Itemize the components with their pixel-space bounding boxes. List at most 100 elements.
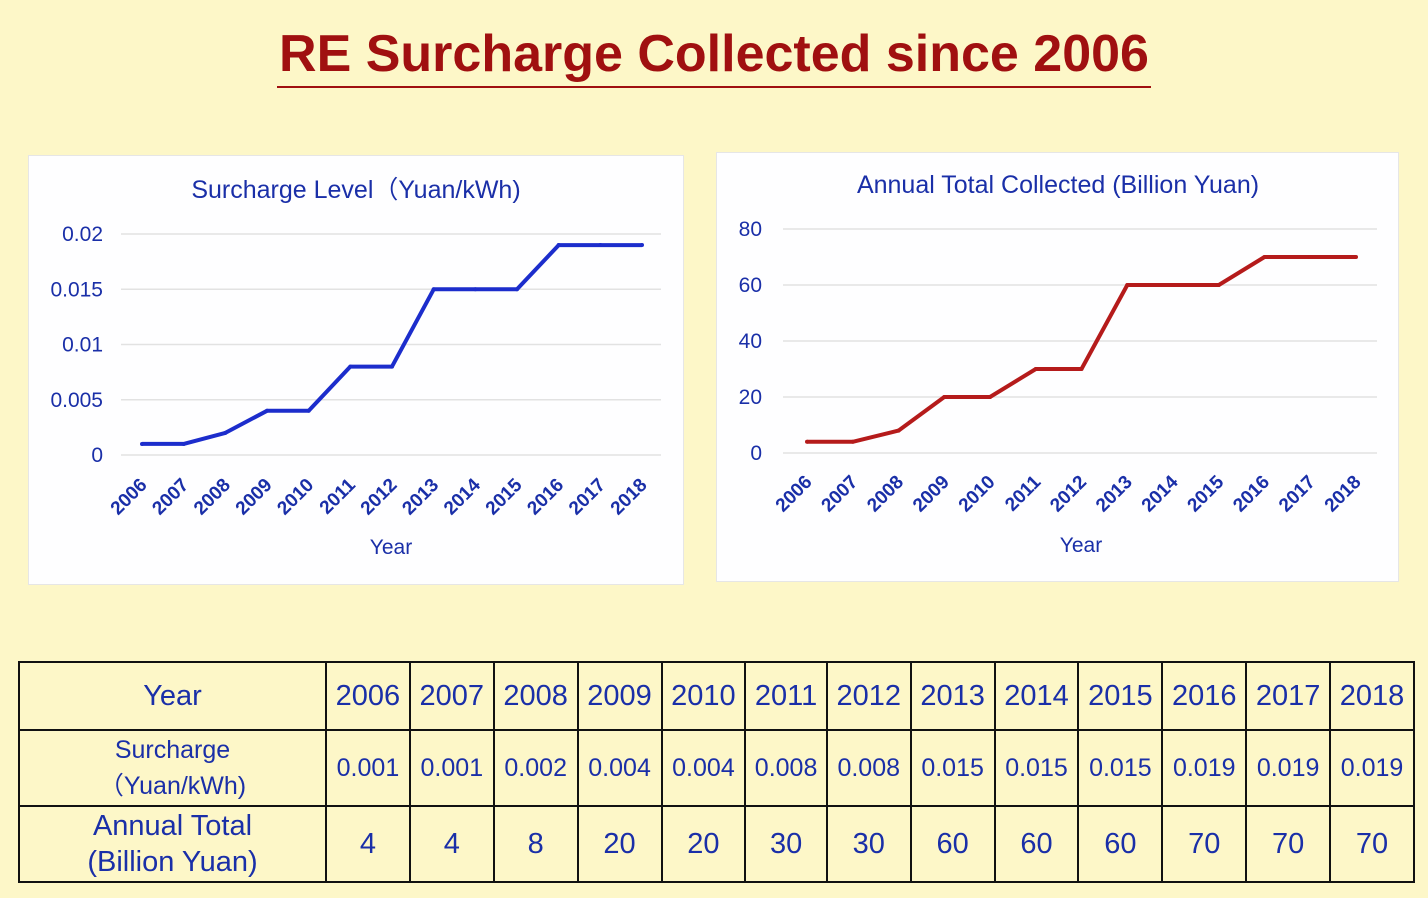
data-point — [348, 364, 353, 369]
data-point — [306, 408, 311, 413]
surcharge-cell: 0.015 — [1077, 729, 1164, 807]
data-point — [140, 441, 144, 446]
data-point — [942, 395, 947, 399]
x-tick-label: 2018 — [607, 475, 652, 520]
total-cell: 30 — [744, 805, 828, 883]
year-cell: 2009 — [576, 661, 663, 731]
x-tick-label: 2018 — [1321, 472, 1366, 517]
surcharge-level-svg: Surcharge Level（Yuan/kWh) 0 0.005 0.01 0.015… — [50, 176, 661, 559]
annual-total-svg: Annual Total Collected (Billion Yuan) 0 20… — [739, 171, 1377, 557]
surcharge-cell: 0.019 — [1329, 729, 1415, 807]
row-header-surcharge-line1: Surcharge — [114, 736, 231, 764]
data-point — [1354, 255, 1358, 259]
row-header-total-line1: Annual Total — [92, 810, 253, 842]
y-tick-label: 0.015 — [50, 278, 103, 301]
table-row-year: Year 2006 2007 2008 2009 2010 2011 2012 2013 201… — [18, 661, 1415, 731]
x-tick-label: 2008 — [863, 472, 908, 517]
x-tick-label: 2007 — [818, 472, 863, 517]
data-point — [181, 441, 186, 446]
data-point — [896, 428, 901, 433]
year-cell: 2014 — [993, 661, 1080, 731]
x-tick-label: 2009 — [909, 472, 954, 517]
y-tick-label: 0.01 — [62, 334, 103, 357]
chart-title: Surcharge Level（Yuan/kWh) — [191, 176, 520, 204]
total-cell: 60 — [909, 805, 996, 883]
x-axis-label: Year — [370, 536, 412, 559]
data-point — [850, 439, 855, 444]
year-cell: 2010 — [660, 661, 747, 731]
data-point — [1216, 283, 1221, 287]
row-header-total: Annual Total (Billion Yuan) — [18, 805, 327, 883]
x-tick-label: 2010 — [955, 472, 1000, 517]
surcharge-cell: 0.015 — [993, 729, 1080, 807]
data-point — [1079, 367, 1084, 371]
annual-total-chart: Annual Total Collected (Billion Yuan) 0 20… — [716, 152, 1399, 582]
data-point — [640, 243, 644, 248]
data-point — [1262, 255, 1267, 259]
total-cell: 60 — [1077, 805, 1164, 883]
x-tick-label: 2015 — [1184, 471, 1229, 516]
data-point — [556, 243, 561, 248]
total-cell: 8 — [492, 805, 579, 883]
total-cell: 70 — [1329, 805, 1415, 883]
x-tick-label: 2011 — [1001, 471, 1045, 515]
data-table: Year 2006 2007 2008 2009 2010 2011 2012 2013 201… — [18, 661, 1415, 883]
x-tick-label: 2009 — [232, 475, 277, 520]
data-point — [1033, 367, 1038, 371]
year-cell: 2011 — [744, 661, 828, 731]
y-tick-label: 0.005 — [50, 389, 103, 412]
data-point — [265, 408, 269, 413]
surcharge-cell: 0.001 — [408, 729, 495, 807]
x-tick-label: 2017 — [1275, 472, 1320, 517]
total-cell: 70 — [1245, 805, 1332, 883]
data-point — [1125, 283, 1130, 287]
table-row-total: Annual Total (Billion Yuan) 4 4 8 20 20 30 30 6… — [18, 805, 1415, 883]
data-point — [598, 243, 603, 248]
x-tick-label: 2007 — [148, 475, 193, 520]
x-tick-label: 2013 — [398, 475, 443, 520]
total-cell: 70 — [1161, 805, 1248, 883]
data-point — [473, 287, 478, 292]
data-point — [988, 395, 992, 399]
data-point — [1308, 255, 1313, 259]
surcharge-cell: 0.008 — [744, 729, 828, 807]
row-header-surcharge-line2: （Yuan/kWh) — [98, 772, 247, 800]
total-cell: 4 — [325, 805, 411, 883]
row-header-total-line2: (Billion Yuan) — [87, 846, 258, 878]
x-tick-label: 2014 — [440, 474, 485, 519]
y-tick-label: 60 — [739, 274, 762, 297]
data-point — [390, 364, 394, 369]
data-point — [515, 287, 519, 292]
year-cell: 2007 — [408, 661, 495, 731]
total-cell: 30 — [825, 805, 912, 883]
year-cell: 2008 — [492, 661, 579, 731]
y-tick-label: 20 — [739, 386, 762, 409]
data-point — [805, 439, 809, 444]
surcharge-cell: 0.001 — [325, 729, 411, 807]
page-title: RE Surcharge Collected since 2006 — [277, 22, 1151, 88]
data-point — [1171, 283, 1175, 287]
surcharge-cell: 0.015 — [909, 729, 996, 807]
surcharge-cell: 0.008 — [825, 729, 912, 807]
data-point — [431, 287, 436, 292]
year-cell: 2016 — [1161, 661, 1248, 731]
total-cell: 60 — [993, 805, 1080, 883]
year-cell: 2015 — [1077, 661, 1164, 731]
x-tick-label: 2010 — [273, 475, 318, 520]
x-tick-label: 2008 — [190, 475, 235, 520]
x-tick-label: 2013 — [1092, 472, 1137, 517]
y-tick-label: 40 — [739, 330, 762, 353]
row-header-year: Year — [18, 661, 327, 731]
data-point — [223, 430, 228, 435]
table-row-surcharge: Surcharge （Yuan/kWh) 0.001 0.001 0.002 0.00… — [18, 729, 1415, 807]
row-header-surcharge: Surcharge （Yuan/kWh) — [18, 729, 327, 807]
surcharge-cell: 0.002 — [492, 729, 579, 807]
x-tick-label: 2011 — [316, 474, 360, 518]
y-tick-label: 0 — [750, 442, 762, 465]
x-tick-label: 2016 — [523, 475, 568, 520]
year-cell: 2017 — [1245, 661, 1332, 731]
x-tick-label: 2006 — [772, 472, 817, 517]
chart-title: Annual Total Collected (Billion Yuan) — [857, 171, 1259, 199]
surcharge-cell: 0.004 — [660, 729, 747, 807]
x-tick-label: 2012 — [1046, 472, 1091, 517]
